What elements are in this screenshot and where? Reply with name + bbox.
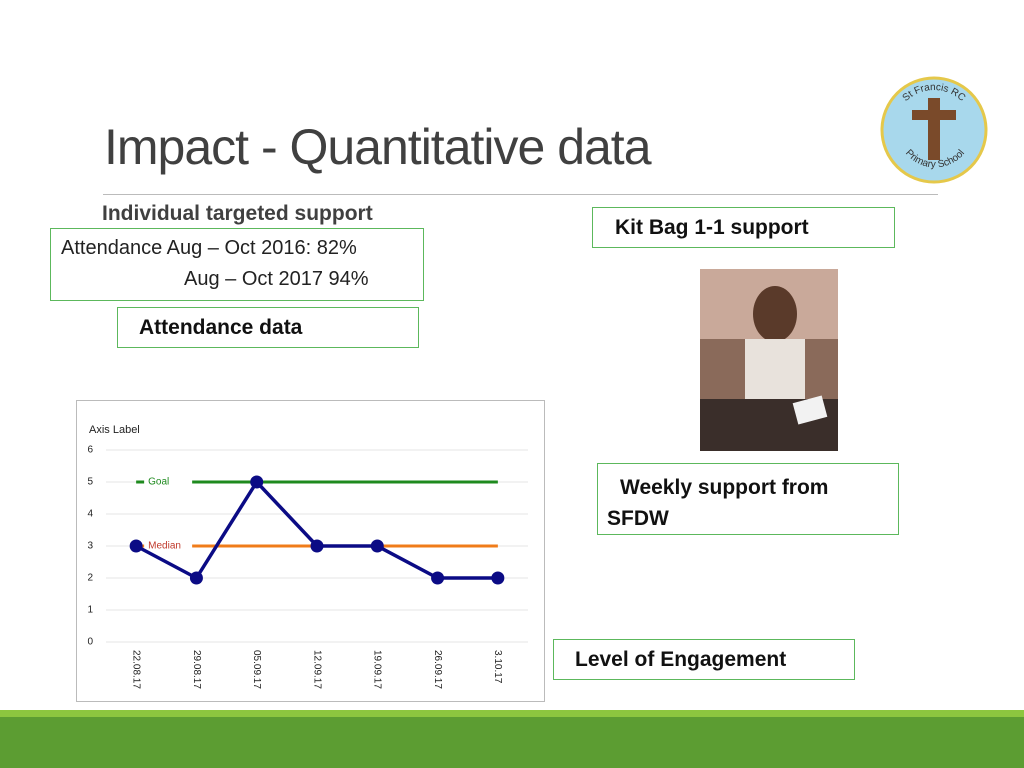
y-tick-label: 1 [87, 605, 93, 616]
data-point [129, 539, 143, 553]
data-point [431, 571, 445, 585]
y-tick-label: 5 [87, 477, 93, 488]
footer-band [0, 710, 1024, 717]
y-tick-label: 6 [87, 445, 93, 456]
box-label: Attendance data [139, 316, 303, 339]
x-tick-label: 26.09.17 [432, 650, 443, 689]
y-tick-label: 3 [87, 541, 93, 552]
y-axis-label: Axis Label [89, 424, 140, 436]
y-tick-label: 0 [87, 637, 93, 648]
text-box: Kit Bag 1-1 support [592, 207, 895, 248]
x-tick-label: 12.09.17 [311, 650, 322, 689]
box-label: Weekly support from SFDW [607, 476, 829, 530]
title: Impact - Quantitative data [104, 119, 652, 175]
x-tick-label: 29.08.17 [191, 650, 202, 689]
y-tick-label: 4 [87, 509, 93, 520]
attendance-line: Attendance Aug – Oct 2016: 82% [61, 237, 357, 259]
data-point [310, 539, 324, 553]
text-box: Weekly support from SFDW [597, 463, 899, 535]
logo: St Francis RC Primary School [880, 76, 988, 184]
data-point [491, 571, 505, 585]
attendance-box: Attendance Aug – Oct 2016: 82% Aug – Oct… [50, 228, 424, 301]
chart: Axis Label 0 1 2 3 4 5 6 22.08.17 29.08.17 05.09.… [76, 400, 545, 702]
reference-label-bg [144, 475, 193, 489]
box-label: Level of Engagement [575, 648, 787, 671]
y-tick-label: 2 [87, 573, 93, 584]
footer-band [0, 717, 1024, 768]
reference-label: Goal [148, 477, 169, 488]
x-tick-label: 05.09.17 [251, 650, 262, 689]
attendance-line: Aug – Oct 2017 94% [184, 268, 369, 290]
data-point [250, 475, 264, 489]
reference-label: Median [148, 541, 181, 552]
x-tick-label: 3.10.17 [492, 650, 503, 684]
subtitle: Individual targeted support [102, 202, 373, 225]
photo [700, 269, 838, 451]
text-box: Level of Engagement [553, 639, 855, 680]
reference-label-bg [144, 539, 193, 553]
box-label: Kit Bag 1-1 support [615, 216, 809, 239]
text-box: Attendance data [117, 307, 419, 348]
x-tick-label: 19.09.17 [372, 650, 383, 689]
title-rule [103, 194, 938, 195]
data-point [189, 571, 203, 585]
x-tick-label: 22.08.17 [131, 650, 142, 689]
data-point [370, 539, 384, 553]
